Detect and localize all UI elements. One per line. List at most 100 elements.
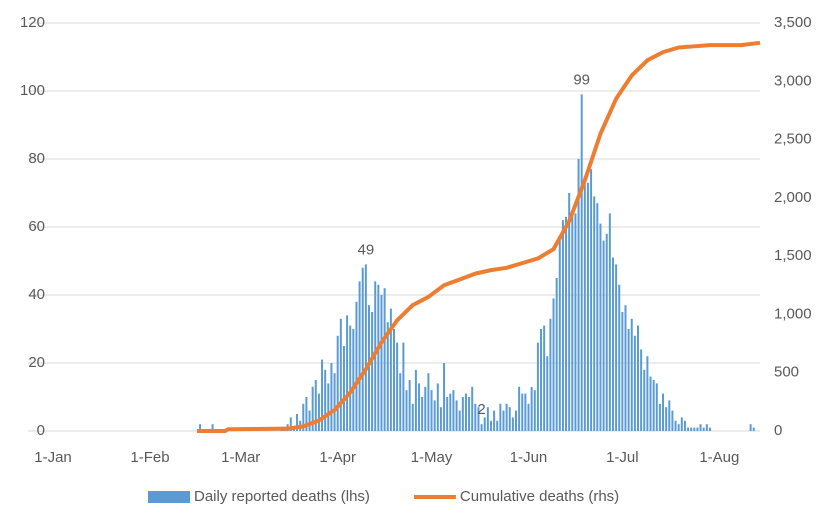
bar <box>458 410 461 431</box>
bar <box>489 420 492 431</box>
bar <box>530 386 533 431</box>
bar <box>702 427 705 431</box>
bar <box>552 298 555 431</box>
x-tick-label: 1-Feb <box>130 449 169 466</box>
bar <box>342 346 345 431</box>
bar <box>543 325 546 431</box>
data-label: 2 <box>477 401 485 418</box>
bar <box>421 397 424 431</box>
bar <box>405 390 408 431</box>
x-tick-label: 1-Apr <box>319 449 356 466</box>
bar <box>333 373 336 431</box>
bar <box>680 417 683 431</box>
bar <box>533 390 536 431</box>
bar <box>524 393 527 431</box>
bar <box>380 295 383 431</box>
y2-tick-label: 1,000 <box>774 305 812 322</box>
bar <box>658 403 661 431</box>
bar <box>565 216 568 431</box>
bar <box>665 407 668 431</box>
bar <box>305 397 308 431</box>
bar <box>549 318 552 431</box>
bar <box>352 329 355 431</box>
x-tick-label: 1-Mar <box>221 449 260 466</box>
bar <box>511 417 514 431</box>
bar <box>637 325 639 431</box>
bar <box>646 356 649 431</box>
bar <box>408 380 411 431</box>
bar <box>418 383 421 431</box>
x-tick-label: 1-May <box>411 449 453 466</box>
bar <box>652 380 655 431</box>
bar <box>455 400 458 431</box>
bar <box>518 386 521 431</box>
bar <box>677 424 680 431</box>
bar <box>477 407 480 431</box>
bar <box>483 417 486 431</box>
bar <box>461 397 464 431</box>
bar <box>386 322 389 431</box>
bar <box>289 417 292 431</box>
bar <box>505 403 508 431</box>
bar <box>699 424 702 431</box>
y2-tick-label: 3,500 <box>774 14 812 31</box>
bar <box>302 403 305 431</box>
bar <box>640 349 643 431</box>
legend-label: Daily reported deaths (lhs) <box>194 488 370 505</box>
bar <box>615 264 618 431</box>
bar <box>308 410 311 431</box>
bar <box>402 342 405 431</box>
bar <box>571 210 574 431</box>
y-tick-label: 40 <box>28 286 45 303</box>
bar <box>515 410 517 431</box>
bar <box>427 373 430 431</box>
bar <box>486 407 489 431</box>
legend-label: Cumulative deaths (rhs) <box>460 488 619 505</box>
bar <box>561 220 564 431</box>
bar <box>687 427 690 431</box>
bar <box>480 424 483 431</box>
bar <box>690 427 693 431</box>
bar <box>317 393 320 431</box>
bar <box>708 427 711 431</box>
bar <box>627 329 630 431</box>
x-tick-label: 1-Jan <box>34 449 72 466</box>
bar <box>452 390 455 431</box>
bar <box>367 305 370 431</box>
bar <box>361 267 364 431</box>
bar <box>414 369 417 431</box>
legend-swatch <box>148 491 190 503</box>
y2-tick-label: 2,000 <box>774 189 812 206</box>
y-tick-label: 20 <box>28 354 45 371</box>
bar <box>618 284 621 431</box>
bar <box>499 403 502 431</box>
bar <box>662 393 665 431</box>
bar <box>521 393 524 431</box>
bar <box>349 325 352 431</box>
bar <box>705 424 708 431</box>
bar <box>330 363 333 431</box>
bar <box>624 305 627 431</box>
bar <box>611 257 614 431</box>
bar <box>446 397 449 431</box>
bar <box>346 315 349 431</box>
bar <box>593 196 596 431</box>
bar <box>574 213 577 431</box>
bar <box>314 380 317 431</box>
bar <box>508 407 511 431</box>
bar <box>396 342 399 431</box>
bar <box>602 240 605 431</box>
y-tick-label: 80 <box>28 150 45 167</box>
bar <box>586 182 589 431</box>
bar <box>599 223 602 431</box>
y2-tick-label: 500 <box>774 364 799 381</box>
bar <box>596 203 599 431</box>
bar <box>327 383 330 431</box>
bar <box>411 403 414 431</box>
bar <box>493 410 496 431</box>
y-tick-label: 0 <box>37 422 45 439</box>
bar <box>339 318 342 431</box>
bar <box>199 424 202 431</box>
bar <box>696 427 699 431</box>
